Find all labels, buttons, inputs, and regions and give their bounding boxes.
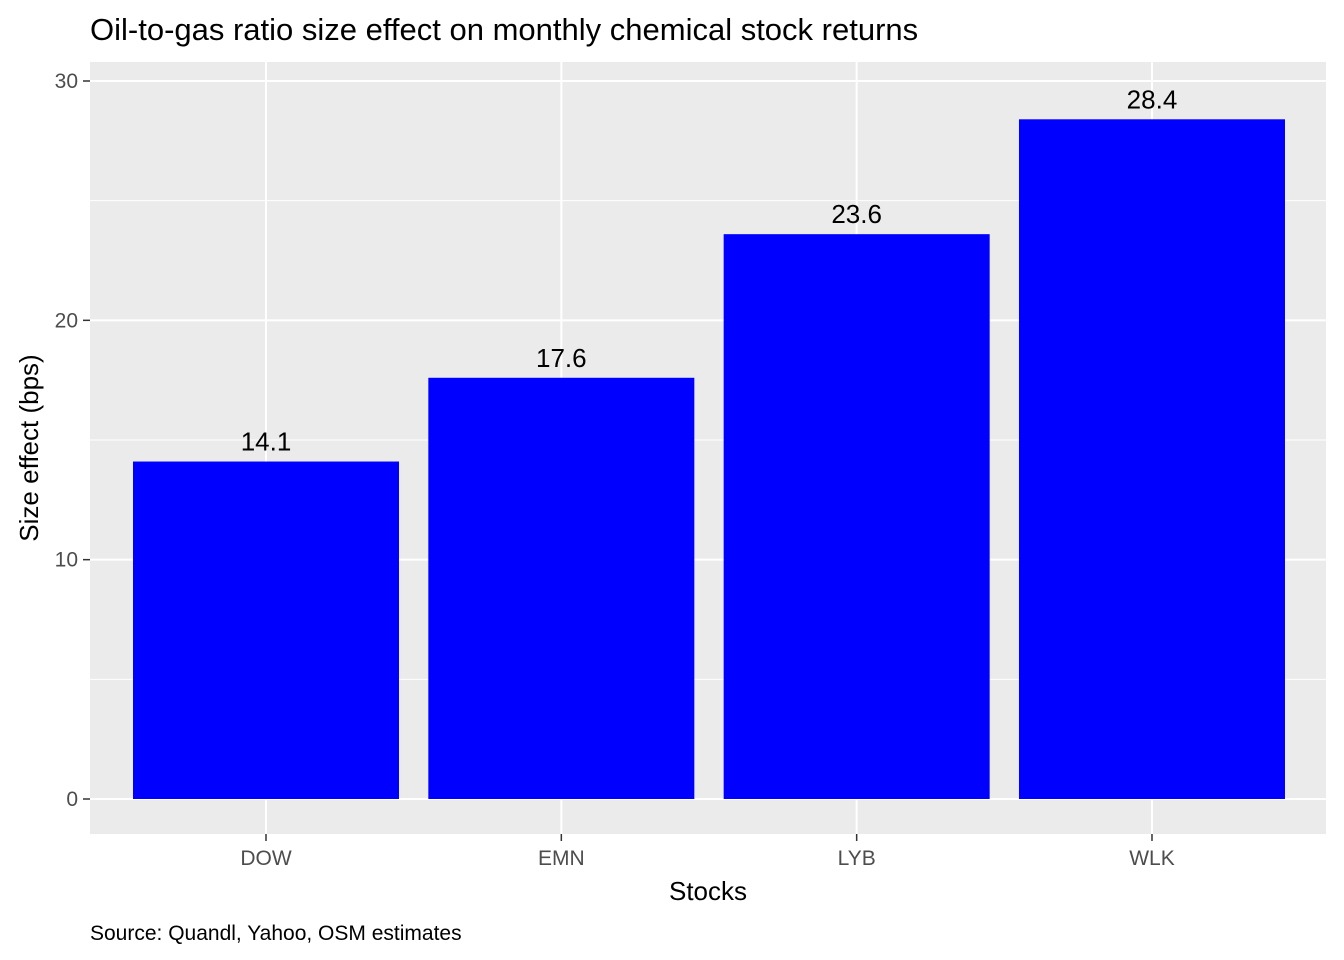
data-label-emn: 17.6 <box>536 343 587 373</box>
x-tick-label: LYB <box>838 847 876 870</box>
y-tick-label: 0 <box>66 788 78 811</box>
y-tick-label: 30 <box>55 70 78 93</box>
bar-dow <box>133 461 399 799</box>
x-axis-title: Stocks <box>669 876 747 906</box>
y-axis: 0 10 20 30 <box>55 70 90 811</box>
data-labels: 14.1 17.6 23.6 28.4 <box>241 84 1178 456</box>
source-caption: Source: Quandl, Yahoo, OSM estimates <box>90 922 462 945</box>
bar-lyb <box>723 234 990 799</box>
y-tick-label: 10 <box>55 549 78 572</box>
x-axis: DOW EMN LYB WLK <box>240 834 1175 870</box>
y-tick-label: 20 <box>55 309 78 332</box>
y-axis-title: Size effect (bps) <box>14 354 44 541</box>
data-label-dow: 14.1 <box>241 427 292 457</box>
bar-wlk <box>1018 119 1285 799</box>
data-label-wlk: 28.4 <box>1127 84 1178 114</box>
x-tick-label: EMN <box>538 847 585 870</box>
data-label-lyb: 23.6 <box>831 199 882 229</box>
x-tick-label: DOW <box>240 847 292 870</box>
x-tick-label: WLK <box>1129 847 1175 870</box>
bar-emn <box>428 377 695 799</box>
bars <box>133 119 1285 799</box>
chart-title: Oil-to-gas ratio size effect on monthly … <box>90 12 918 47</box>
